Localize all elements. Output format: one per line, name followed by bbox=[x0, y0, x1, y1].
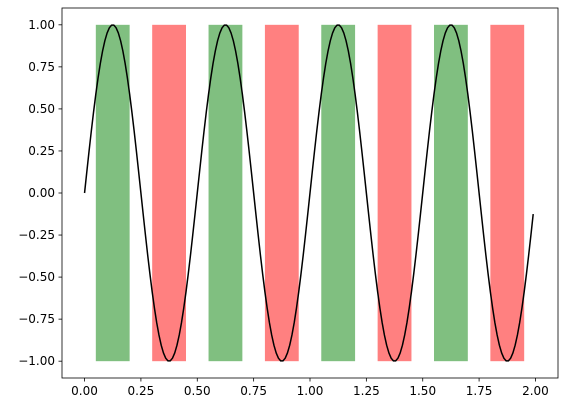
bar-7 bbox=[434, 24, 468, 362]
bar-6 bbox=[377, 24, 412, 362]
x-tick-label-4: 0.75 bbox=[240, 384, 267, 398]
x-tick-label-2: 0.25 bbox=[128, 384, 155, 398]
bar-4 bbox=[264, 24, 299, 362]
x-tick-label-1: 0.00 bbox=[71, 384, 98, 398]
bar-3 bbox=[208, 24, 243, 362]
x-tick-label-6: 1.25 bbox=[353, 384, 380, 398]
y-tick-label-9: 1.00 bbox=[28, 18, 55, 32]
y-tick-label-6: 0.25 bbox=[28, 144, 55, 158]
bar-8 bbox=[490, 24, 525, 362]
y-tick-label-2: −0.75 bbox=[18, 312, 55, 326]
x-tick-label-5: 1.00 bbox=[297, 384, 324, 398]
x-tick-label-3: 0.50 bbox=[184, 384, 211, 398]
y-tick-label-4: −0.25 bbox=[18, 228, 55, 242]
bars-layer bbox=[95, 24, 525, 362]
y-tick-label-1: −1.00 bbox=[18, 354, 55, 368]
x-axis: 0.00 0.25 0.50 0.75 1.00 1.25 1.50 1.75 2.00 bbox=[71, 378, 549, 398]
y-tick-label-7: 0.50 bbox=[28, 102, 55, 116]
y-tick-label-3: −0.50 bbox=[18, 270, 55, 284]
x-tick-label-8: 1.75 bbox=[466, 384, 493, 398]
y-tick-label-5: 0.00 bbox=[28, 186, 55, 200]
sine-series-line bbox=[83, 24, 534, 362]
y-axis: −1.00 −0.75 −0.50 −0.25 0.00 0.25 0.50 0.75 1.00 bbox=[18, 18, 62, 368]
bar-5 bbox=[321, 24, 356, 362]
x-tick-label-9: 2.00 bbox=[522, 384, 549, 398]
bar-1 bbox=[95, 24, 130, 362]
y-tick-label-8: 0.75 bbox=[28, 60, 55, 74]
x-tick-label-7: 1.50 bbox=[409, 384, 436, 398]
bar-2 bbox=[152, 24, 186, 362]
plot-area bbox=[83, 24, 534, 362]
